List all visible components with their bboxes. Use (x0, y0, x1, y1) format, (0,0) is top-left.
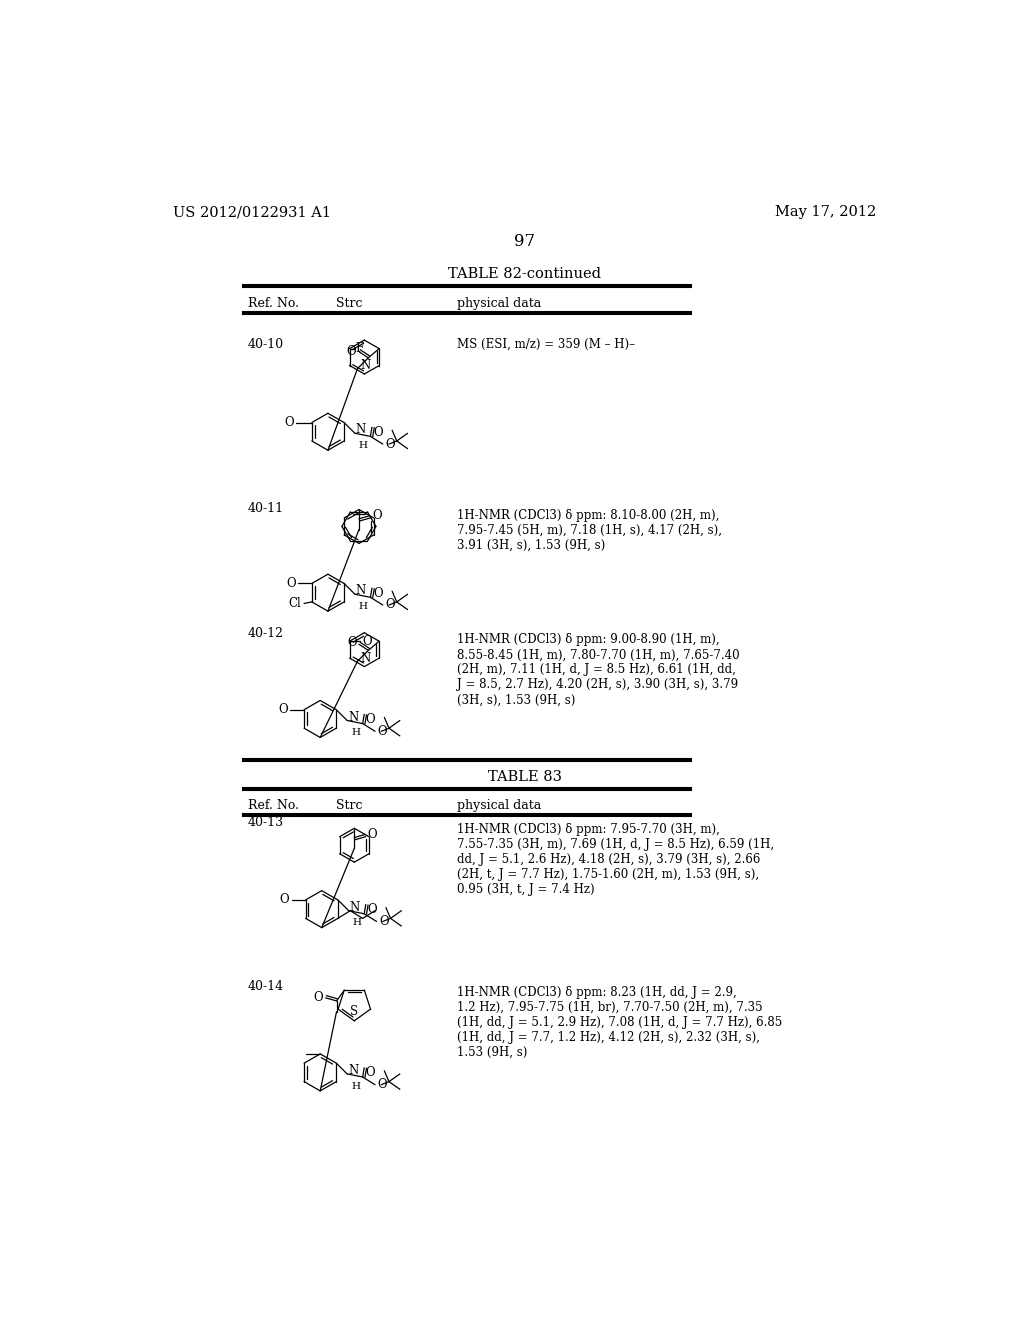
Text: O: O (374, 586, 383, 599)
Text: 97: 97 (514, 234, 536, 249)
Text: O: O (286, 577, 296, 590)
Text: N: N (355, 585, 366, 598)
Text: 40-13: 40-13 (248, 816, 285, 829)
Text: O: O (348, 636, 357, 649)
Text: O: O (280, 894, 290, 907)
Text: 1H-NMR (CDCl3) δ ppm: 7.95-7.70 (3H, m),
7.55-7.35 (3H, m), 7.69 (1H, d, J = 8.5: 1H-NMR (CDCl3) δ ppm: 7.95-7.70 (3H, m),… (458, 822, 774, 896)
Text: S: S (350, 1006, 358, 1019)
Text: O: O (378, 725, 387, 738)
Text: O: O (366, 713, 376, 726)
Text: N: N (348, 710, 358, 723)
Text: May 17, 2012: May 17, 2012 (775, 206, 877, 219)
Text: O: O (368, 828, 377, 841)
Text: TABLE 83: TABLE 83 (487, 771, 562, 784)
Text: O: O (285, 416, 294, 429)
Text: O: O (374, 425, 383, 438)
Text: Ref. No.: Ref. No. (248, 799, 299, 812)
Text: H: H (358, 441, 368, 450)
Text: physical data: physical data (458, 297, 542, 310)
Text: 40-12: 40-12 (248, 627, 284, 640)
Text: F: F (355, 342, 365, 355)
Text: 40-11: 40-11 (248, 502, 285, 515)
Text: Strc: Strc (336, 799, 362, 812)
Text: N: N (355, 424, 366, 437)
Text: N: N (349, 900, 359, 913)
Text: H: H (351, 729, 360, 737)
Text: Cl: Cl (288, 597, 301, 610)
Text: US 2012/0122931 A1: US 2012/0122931 A1 (173, 206, 331, 219)
Text: 40-14: 40-14 (248, 979, 285, 993)
Text: Ref. No.: Ref. No. (248, 297, 299, 310)
Text: O: O (385, 598, 395, 611)
Text: O: O (346, 345, 356, 358)
Text: H: H (351, 1081, 360, 1090)
Text: O: O (379, 915, 388, 928)
Text: 1H-NMR (CDCl3) δ ppm: 8.23 (1H, dd, J = 2.9,
1.2 Hz), 7.95-7.75 (1H, br), 7.70-7: 1H-NMR (CDCl3) δ ppm: 8.23 (1H, dd, J = … (458, 986, 782, 1059)
Text: O: O (279, 704, 288, 717)
Text: physical data: physical data (458, 799, 542, 812)
Text: O: O (366, 1067, 376, 1080)
Text: O: O (368, 903, 377, 916)
Text: N: N (360, 359, 371, 372)
Text: MS (ESI, m/z) = 359 (M – H)–: MS (ESI, m/z) = 359 (M – H)– (458, 338, 635, 351)
Text: N: N (360, 652, 371, 665)
Text: O: O (378, 1078, 387, 1092)
Text: N: N (348, 1064, 358, 1077)
Text: 1H-NMR (CDCl3) δ ppm: 9.00-8.90 (1H, m),
8.55-8.45 (1H, m), 7.80-7.70 (1H, m), 7: 1H-NMR (CDCl3) δ ppm: 9.00-8.90 (1H, m),… (458, 634, 740, 706)
Text: 1H-NMR (CDCl3) δ ppm: 8.10-8.00 (2H, m),
7.95-7.45 (5H, m), 7.18 (1H, s), 4.17 (: 1H-NMR (CDCl3) δ ppm: 8.10-8.00 (2H, m),… (458, 508, 722, 552)
Text: H: H (358, 602, 368, 611)
Text: O: O (362, 635, 373, 648)
Text: O: O (385, 437, 395, 450)
Text: 40-10: 40-10 (248, 338, 285, 351)
Text: Strc: Strc (336, 297, 362, 310)
Text: O: O (313, 991, 324, 1005)
Text: H: H (352, 919, 361, 928)
Text: TABLE 82-continued: TABLE 82-continued (449, 267, 601, 281)
Text: O: O (372, 510, 382, 523)
